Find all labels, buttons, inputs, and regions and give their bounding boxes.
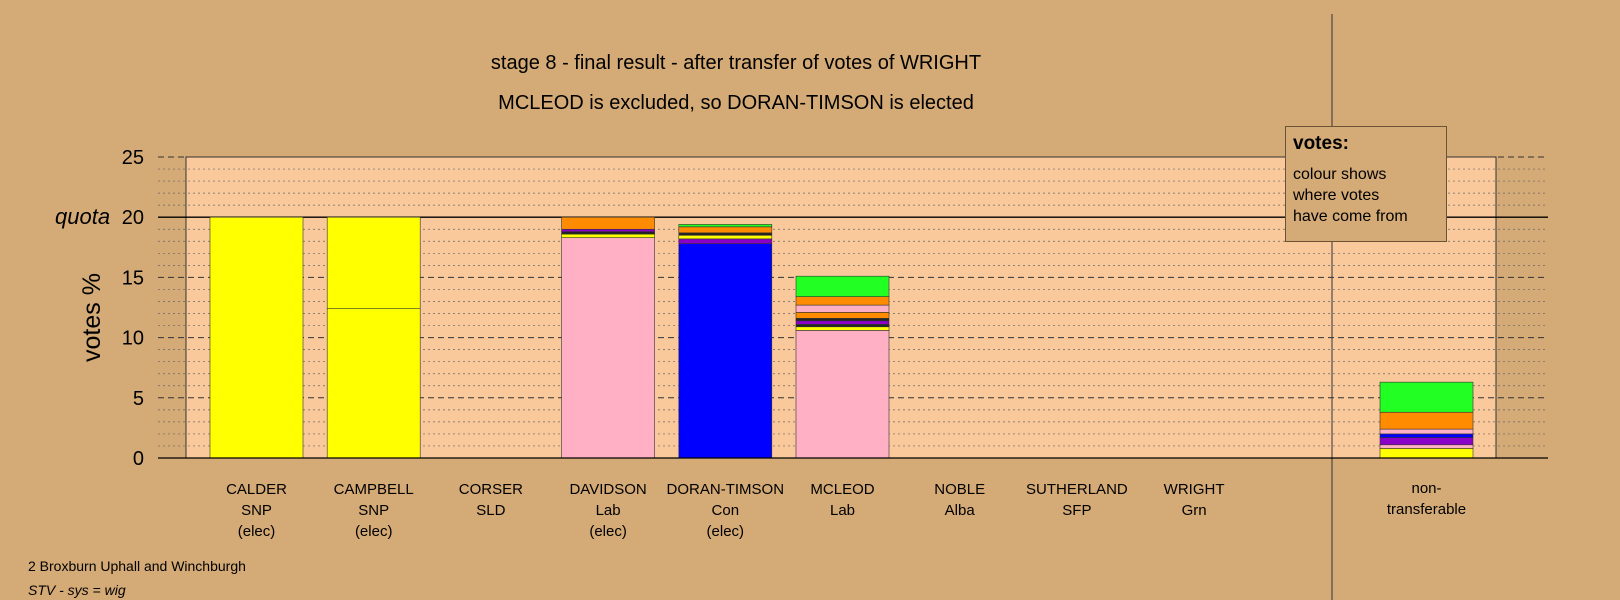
- candidate-status: (elec): [238, 523, 276, 540]
- bar-davidson-segment: [561, 233, 655, 238]
- candidate-name: DORAN-TIMSON: [667, 481, 785, 498]
- y-tick-label: 15: [122, 267, 144, 289]
- candidate-party: Lab: [596, 502, 621, 519]
- bar-mcleod-segment: [795, 296, 890, 306]
- bar-doran-timson-segment: [678, 226, 773, 234]
- bar-nontransferable-segment: [1379, 437, 1474, 446]
- legend-line: colour shows: [1293, 166, 1387, 183]
- y-tick-label: 10: [122, 328, 144, 350]
- voting-system: STV - sys = wig: [28, 582, 126, 598]
- y-tick-label: 5: [133, 388, 144, 410]
- bar-campbell-segment: [326, 308, 421, 459]
- candidate-status: (elec): [589, 523, 627, 540]
- quota-label: quota: [55, 204, 110, 229]
- bar-mcleod-segment: [795, 324, 890, 328]
- y-tick-label: 25: [122, 147, 144, 169]
- y-tick-label: 20: [122, 207, 144, 229]
- legend-line: have come from: [1293, 208, 1408, 225]
- bar-nontransferable-segment: [1379, 428, 1474, 435]
- bar-nontransferable-segment: [1379, 381, 1474, 413]
- bar-mcleod-segment: [795, 275, 890, 297]
- candidate-party: SLD: [476, 502, 505, 519]
- bar-calder-segment: [209, 216, 304, 459]
- chart-title: stage 8 - final result - after transfer …: [490, 52, 982, 74]
- candidate-name: MCLEOD: [810, 481, 874, 498]
- bar-doran-timson-segment: [678, 232, 773, 236]
- candidate-party: SNP: [241, 502, 272, 519]
- bar-mcleod-segment: [795, 326, 890, 331]
- bar-nontransferable-segment: [1379, 411, 1474, 430]
- legend-line: where votes: [1293, 187, 1380, 204]
- candidate-status: (elec): [355, 523, 393, 540]
- bar-davidson-segment: [561, 231, 655, 235]
- candidate-name: DAVIDSON: [569, 481, 646, 498]
- candidate-name: WRIGHT: [1164, 481, 1225, 498]
- bar-mcleod-segment: [795, 320, 890, 325]
- candidate-party: SNP: [358, 502, 389, 519]
- candidate-party: Grn: [1182, 502, 1207, 519]
- candidate-status: (elec): [707, 523, 745, 540]
- candidate-party: Lab: [830, 502, 855, 519]
- candidate-party: Con: [712, 502, 740, 519]
- bar-doran-timson-segment: [678, 238, 773, 244]
- candidate-party: Alba: [945, 502, 976, 519]
- candidate-name: CALDER: [226, 481, 287, 498]
- bar-nontransferable-segment: [1379, 448, 1474, 459]
- bar-mcleod-segment: [795, 304, 890, 313]
- candidate-name: NOBLE: [934, 481, 985, 498]
- chart-subtitle: MCLEOD is excluded, so DORAN-TIMSON is e…: [498, 92, 974, 114]
- bar-nontransferable-segment: [1379, 433, 1474, 438]
- candidate-name: CORSER: [459, 481, 523, 498]
- bar-doran-timson-segment: [678, 224, 773, 228]
- bar-mcleod-segment: [795, 312, 890, 319]
- candidate-party: SFP: [1062, 502, 1091, 519]
- y-tick-label: 0: [133, 448, 144, 470]
- candidate-name: SUTHERLAND: [1026, 481, 1128, 498]
- bar-doran-timson-segment: [678, 234, 773, 240]
- bar-davidson-segment: [561, 237, 655, 459]
- bar-mcleod-segment: [795, 318, 890, 322]
- nontransferable-label: non-: [1411, 480, 1441, 497]
- legend: votes: colour shows where votes have com…: [1285, 126, 1447, 242]
- bar-mcleod-segment: [795, 330, 890, 459]
- legend-title: votes:: [1293, 133, 1349, 154]
- bar-doran-timson-segment: [678, 243, 773, 459]
- nontransferable-label: transferable: [1387, 501, 1466, 518]
- bar-campbell-segment: [326, 216, 421, 310]
- ward-name: 2 Broxburn Uphall and Winchburgh: [28, 558, 246, 574]
- bar-davidson-segment: [561, 216, 655, 230]
- candidate-name: CAMPBELL: [334, 481, 414, 498]
- bar-davidson-segment: [561, 228, 655, 232]
- y-axis-label: votes %: [78, 273, 106, 362]
- bar-nontransferable-segment: [1379, 444, 1474, 449]
